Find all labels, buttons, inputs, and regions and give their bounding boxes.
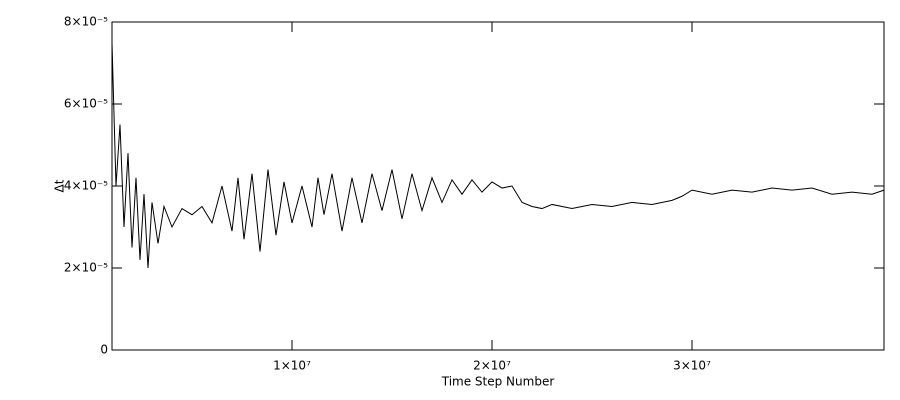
y-tick-label: 6×10⁻⁵ (64, 97, 108, 111)
data-line (111, 42, 885, 269)
y-tick-label: 8×10⁻⁵ (64, 15, 108, 29)
y-axis-label: Δt (53, 179, 67, 192)
y-tick-label: 0 (100, 343, 108, 357)
y-tick-label: 4×10⁻⁵ (64, 179, 108, 193)
y-tick-label: 2×10⁻⁵ (64, 261, 108, 275)
x-tick-label: 1×10⁷ (273, 359, 311, 373)
x-tick-label: 2×10⁷ (473, 359, 511, 373)
x-tick-label: 3×10⁷ (673, 359, 711, 373)
x-axis-label: Time Step Number (441, 375, 555, 389)
